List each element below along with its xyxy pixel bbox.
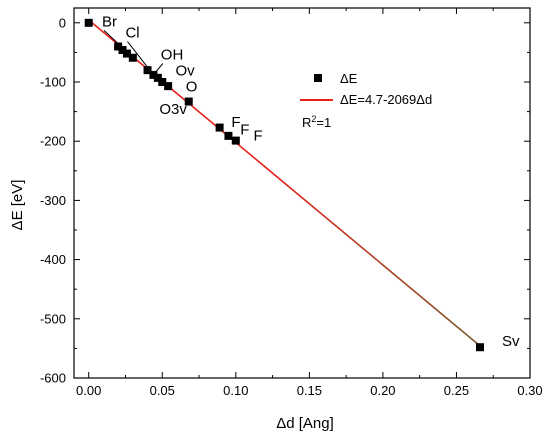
y-tick-label: -200	[40, 134, 66, 149]
point-label: Cl	[125, 25, 139, 42]
r-squared-annotation: R2=1	[302, 114, 331, 130]
y-tick-label: -400	[40, 252, 66, 267]
y-axis-ticks: 0 -100 -200 -300 -400 -500 -600	[40, 15, 530, 386]
x-tick-label: 0.15	[297, 383, 322, 398]
data-point	[143, 66, 152, 75]
data-point	[184, 97, 193, 106]
data-point	[128, 53, 137, 62]
legend: ΔE ΔE=4.7-2069Δd R2=1	[300, 71, 432, 130]
plot-area-frame	[73, 7, 531, 379]
point-label: F	[253, 128, 262, 145]
x-axis-title: Δd [Ang]	[276, 415, 334, 432]
data-point	[114, 42, 123, 51]
x-tick-label: 0.00	[76, 383, 101, 398]
data-point	[224, 131, 233, 140]
legend-label-fit: ΔE=4.7-2069Δd	[340, 92, 432, 107]
data-points	[84, 18, 484, 352]
data-point	[84, 18, 93, 27]
x-tick-label: 0.20	[370, 383, 395, 398]
label-leader-line	[103, 29, 119, 44]
y-tick-label: 0	[59, 15, 66, 30]
legend-label-scatter: ΔE	[340, 71, 358, 86]
point-label: O	[186, 78, 198, 95]
point-label: Br	[102, 13, 117, 30]
x-tick-label: 0.05	[150, 383, 175, 398]
data-point	[122, 49, 131, 58]
x-tick-label: 0.30	[517, 383, 542, 398]
y-tick-label: -300	[40, 193, 66, 208]
plot-border	[73, 7, 531, 379]
y-tick-label: -100	[40, 75, 66, 90]
point-label: F	[240, 122, 249, 139]
point-label: O3v	[159, 101, 187, 118]
legend-marker-square	[314, 74, 322, 82]
data-point	[158, 78, 167, 86]
x-tick-label: 0.10	[223, 383, 248, 398]
y-axis-title: ΔE [eV]	[9, 180, 26, 231]
data-point	[475, 343, 484, 352]
label-leader-line	[154, 63, 164, 74]
label-leader-line	[127, 41, 148, 68]
data-point	[118, 46, 127, 55]
data-point	[149, 70, 158, 79]
data-point	[153, 73, 162, 82]
x-axis-ticks: 0.00 0.05 0.10 0.15 0.20 0.25 0.30	[76, 8, 543, 398]
data-point	[164, 82, 173, 91]
y-tick-label: -500	[40, 311, 66, 326]
y-tick-label: -600	[40, 371, 66, 386]
data-point	[231, 136, 240, 145]
x-tick-label: 0.25	[444, 383, 469, 398]
point-label: Sv	[502, 333, 520, 350]
point-label: Ov	[175, 62, 195, 79]
point-label: F	[231, 114, 240, 131]
point-label: OH	[161, 47, 184, 64]
data-point	[215, 123, 224, 132]
